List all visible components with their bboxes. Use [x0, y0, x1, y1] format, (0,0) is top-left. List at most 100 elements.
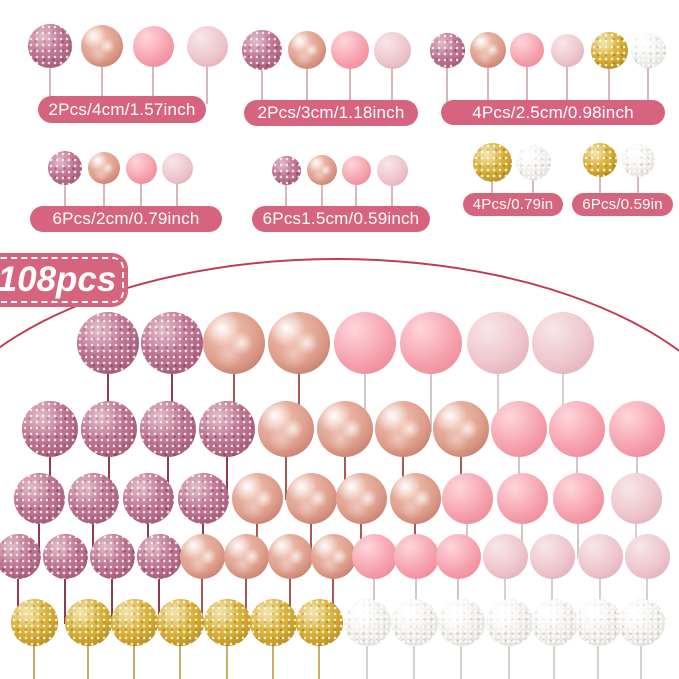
display-ball-pink-ball — [351, 533, 397, 579]
size-ball-rose-pink-glitter-ball — [242, 30, 282, 70]
size-ball-rose-pink-glitter-ball — [48, 151, 82, 185]
ball-stick — [596, 622, 600, 679]
size-ball-gold-glitter-ball — [583, 143, 617, 177]
ball-stick — [365, 622, 369, 679]
display-ball-pink-ball — [400, 312, 462, 374]
display-ball-pink-ball — [549, 401, 605, 457]
oval-frame — [0, 258, 679, 353]
ball-stick — [561, 343, 565, 432]
display-ball-gold-glitter-ball — [10, 598, 58, 646]
display-ball-rose-gold-pearl-ball — [433, 401, 489, 457]
ball-stick — [496, 343, 500, 432]
ball-stick — [225, 622, 229, 679]
ball-stick — [309, 498, 313, 558]
display-ball-rose-pink-glitter-ball — [42, 533, 88, 579]
size-pill: 6Pcs/2cm/0.79inch — [30, 206, 222, 232]
ball-stick — [244, 556, 248, 624]
ball-stick — [225, 429, 229, 500]
total-count-label: 108pcs — [0, 260, 117, 299]
size-ball-light-pink-ball — [376, 154, 408, 186]
ball-stick — [520, 498, 524, 558]
display-ball-rose-pink-glitter-ball — [140, 401, 196, 457]
size-ball-pink-ball — [331, 31, 369, 69]
size-ball-pink-ball — [132, 25, 174, 67]
ball-stick — [349, 50, 351, 108]
ball-stick — [37, 498, 41, 558]
display-ball-rose-pink-glitter-ball — [122, 472, 174, 524]
ball-stick — [157, 556, 161, 624]
ball-stick — [507, 622, 511, 679]
ball-stick — [598, 556, 602, 624]
ball-stick — [321, 170, 323, 214]
ball-stick — [200, 556, 204, 624]
ball-stick — [110, 556, 114, 624]
size-pill: 2Pcs/4cm/1.57inch — [38, 96, 206, 123]
display-ball-rose-gold-pearl-ball — [375, 401, 431, 457]
display-ball-light-pink-ball — [482, 533, 528, 579]
ball-stick — [106, 343, 110, 432]
ball-stick — [401, 429, 405, 500]
display-ball-rose-pink-glitter-ball — [67, 472, 119, 524]
ball-stick — [170, 343, 174, 432]
size-ball-pink-ball — [341, 155, 371, 185]
ball-stick — [355, 170, 357, 214]
ball-stick — [414, 556, 418, 624]
display-ball-pink-ball — [435, 533, 481, 579]
display-ball-gold-glitter-ball — [249, 598, 297, 646]
ball-stick — [391, 170, 393, 214]
ball-stick — [645, 556, 649, 624]
display-ball-rose-pink-glitter-ball — [141, 312, 203, 374]
display-ball-light-pink-ball — [467, 312, 529, 374]
ball-stick — [412, 622, 416, 679]
ball-stick — [317, 622, 321, 679]
ball-stick — [429, 343, 433, 432]
display-ball-white-glitter-ball — [574, 598, 622, 646]
display-ball-pink-ball — [334, 312, 396, 374]
size-pill: 4Pcs/0.79in — [463, 193, 563, 216]
display-ball-white-glitter-ball — [617, 598, 665, 646]
ball-stick — [48, 429, 52, 500]
ball-stick — [550, 556, 554, 624]
ball-stick — [608, 50, 610, 108]
display-ball-rose-gold-pearl-ball — [317, 401, 373, 457]
ball-stick — [575, 429, 579, 500]
ball-stick — [255, 498, 259, 558]
display-ball-white-glitter-ball — [390, 598, 438, 646]
ball-stick — [526, 50, 528, 108]
ball-stick — [465, 498, 469, 558]
size-ball-rose-gold-pearl-ball — [288, 31, 326, 69]
display-ball-rose-gold-pearl-ball — [310, 533, 356, 579]
ball-stick — [176, 168, 178, 214]
ball-stick — [532, 162, 534, 201]
size-pill: 6Pcs/0.59in — [572, 193, 673, 216]
display-ball-pink-ball — [609, 401, 665, 457]
display-ball-pink-ball — [393, 533, 439, 579]
display-ball-rose-pink-glitter-ball — [89, 533, 135, 579]
ball-stick — [261, 50, 263, 108]
ball-stick — [637, 160, 639, 201]
size-pill: 2Pcs/3cm/1.18inch — [244, 100, 418, 126]
size-ball-pink-ball — [510, 33, 544, 67]
display-ball-pink-ball — [496, 472, 548, 524]
ball-stick — [91, 498, 95, 558]
display-ball-white-glitter-ball — [343, 598, 391, 646]
ball-stick — [101, 46, 103, 104]
ball-stick — [363, 343, 367, 432]
ball-stick — [639, 622, 643, 679]
size-ball-rose-pink-glitter-ball — [271, 155, 301, 185]
ball-stick — [107, 429, 111, 500]
size-ball-gold-glitter-ball — [590, 31, 628, 69]
display-ball-rose-gold-pearl-ball — [389, 472, 441, 524]
ball-stick — [634, 498, 638, 558]
ball-stick — [288, 556, 292, 624]
display-ball-rose-gold-pearl-ball — [335, 472, 387, 524]
size-ball-rose-gold-pearl-ball — [307, 155, 337, 185]
ball-stick — [503, 556, 507, 624]
size-ball-white-glitter-ball — [621, 143, 655, 177]
display-ball-light-pink-ball — [577, 533, 623, 579]
ball-stick — [140, 168, 142, 214]
ball-stick — [152, 46, 154, 104]
size-ball-pink-ball — [125, 152, 157, 184]
ball-stick — [284, 429, 288, 500]
